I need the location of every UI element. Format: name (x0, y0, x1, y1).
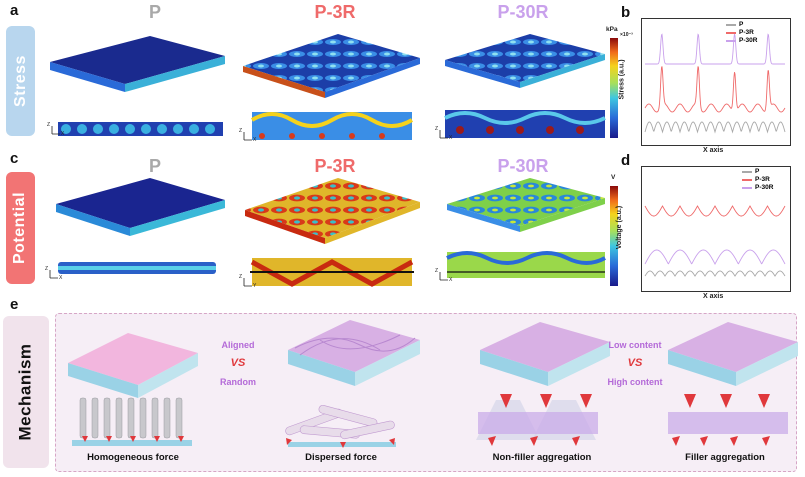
panel-letter-c: c (10, 150, 19, 167)
chart-b-series-p (644, 121, 786, 134)
axis-x-a1: X (61, 131, 65, 137)
chart-d-legend-p3r: P-3R (742, 176, 773, 184)
axis-z-c3: Z (435, 268, 439, 274)
colorbar-potential (610, 186, 618, 286)
chart-b-xlabel: X axis (703, 147, 724, 154)
mech-high-content-text: High content (607, 377, 663, 387)
chart-b-legend-p30r: P-30R (726, 37, 757, 45)
chart-d-frame (641, 166, 791, 292)
mech-nonfiller (476, 322, 610, 446)
render-potential-p (56, 178, 225, 274)
chart-d-ylabel: Voltage (a.u.) (616, 205, 624, 250)
mech-label-nonfiller: Non-filler aggregation (492, 452, 592, 463)
colorbar-potential-unit: V (611, 174, 616, 181)
mech-label-homogeneous: Homogeneous force (87, 452, 179, 463)
axis-z-c1: Z (45, 266, 49, 272)
chart-d-series-p (644, 270, 786, 277)
chart-b-frame (641, 18, 791, 146)
axis-z-a1: Z (47, 122, 51, 128)
mech-aligned-text: Aligned (221, 340, 255, 350)
render-stress-p3r (243, 34, 420, 140)
chart-b-series-p30r (645, 33, 785, 65)
render-potential-p3r (245, 178, 420, 287)
mech-low-content-text: Low content (608, 340, 662, 350)
panel-letter-d: d (621, 152, 631, 169)
row-tab-mechanism: Mechanism (3, 316, 49, 468)
column-title-p3r-c: P-3R (314, 156, 356, 176)
row-tab-stress: Stress (6, 26, 35, 136)
chart-b (644, 33, 786, 134)
mech-label-dispersed: Dispersed force (305, 452, 377, 463)
render-potential-p30r (446, 178, 606, 278)
chart-d-legend-p: P (742, 168, 773, 176)
axis-x-a3: X (449, 135, 453, 141)
chart-d-series-p3r (644, 205, 786, 217)
panel-letter-a: a (10, 2, 19, 19)
column-title-p30r: P-30R (497, 2, 549, 22)
chart-d-legend-p30r: P-30R (742, 184, 773, 192)
column-title-p3r: P-3R (314, 2, 356, 22)
simulation-renders (49, 34, 618, 287)
render-stress-p30r (444, 34, 606, 138)
row-tab-potential: Potential (6, 172, 35, 284)
mech-homogeneous (68, 333, 198, 446)
column-title-p: P (148, 2, 161, 22)
chart-b-series-p3r (644, 66, 786, 113)
colorbar-stress-unit: kPa (606, 26, 618, 33)
colorbar-stress (610, 38, 618, 138)
chart-d-xlabel: X axis (703, 293, 724, 300)
axis-x-c1: X (59, 275, 63, 281)
axis-x-c3: X (449, 277, 453, 283)
axis-z-c2: Z (239, 274, 243, 280)
axis-y-c2: Y (253, 283, 257, 289)
column-title-p30r-c: P-30R (497, 156, 549, 176)
mech-filler (668, 322, 798, 446)
chart-b-legend-p3r: P-3R (726, 29, 757, 37)
chart-b-ylabel: Stress (a.u.) (618, 59, 626, 100)
axis-z-a2: Z (239, 128, 243, 134)
panel-letter-b: b (621, 4, 631, 21)
chart-b-legend: P P-3R P-30R (726, 21, 757, 45)
axis-x-a2: X (253, 137, 257, 143)
column-title-p-c: P (148, 156, 161, 176)
render-stress-p (50, 36, 225, 136)
panel-letter-e: e (10, 296, 19, 313)
chart-d-legend: P P-3R P-30R (742, 168, 773, 192)
mech-vs-2: VS (627, 357, 643, 369)
chart-d-series-p30r (644, 249, 786, 265)
mech-random-text: Random (220, 377, 256, 387)
mech-vs-1: VS (230, 357, 246, 369)
mech-dispersed (285, 320, 420, 448)
mechanism-illustrations (68, 320, 798, 448)
axis-z-a3: Z (435, 126, 439, 132)
chart-b-legend-p: P (726, 21, 757, 29)
mech-label-filler: Filler aggregation (685, 452, 765, 463)
colorbar-stress-exponent: ×10⁻³ (620, 32, 633, 38)
chart-d (644, 205, 786, 277)
